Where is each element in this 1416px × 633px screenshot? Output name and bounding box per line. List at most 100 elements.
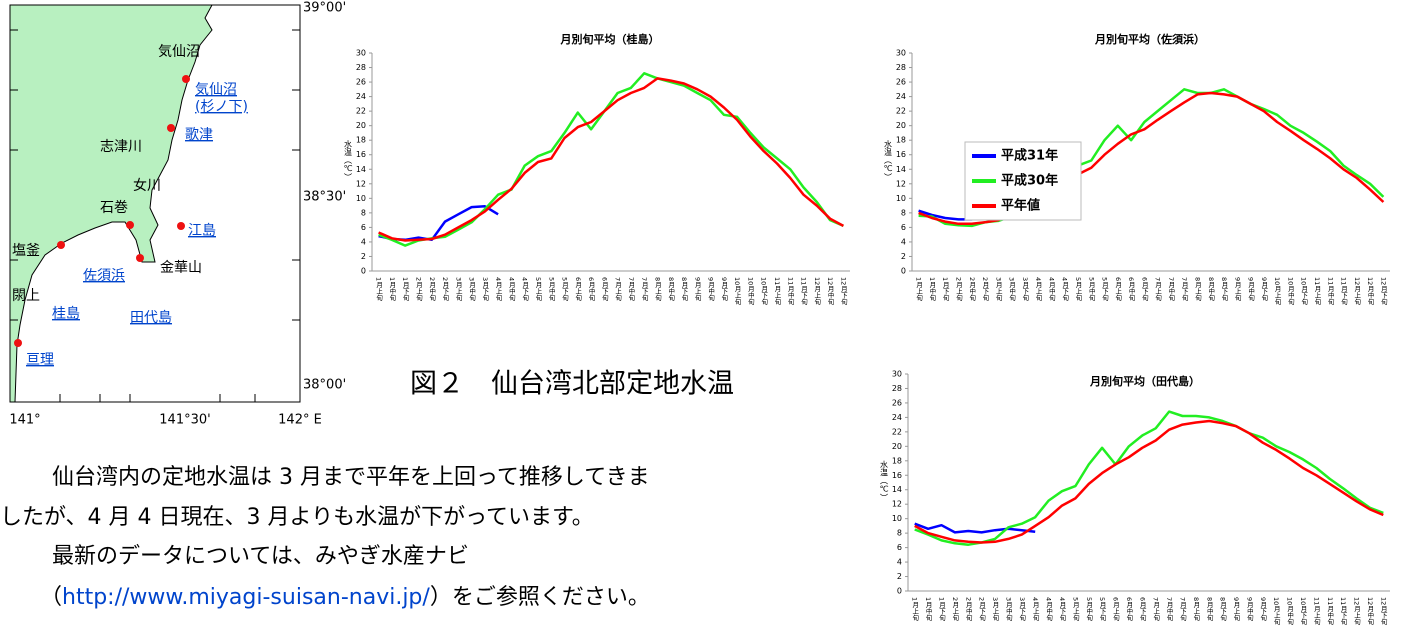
map-label: 閖上	[12, 288, 40, 304]
y-tick-label: 12	[896, 179, 906, 188]
y-tick-label: 10	[892, 514, 902, 523]
y-tick-label: 8	[897, 529, 902, 538]
legend-label: 平成30年	[1001, 173, 1058, 189]
y-tick-label: 28	[356, 63, 366, 72]
map	[9, 4, 301, 403]
x-tick-label: 2月中旬	[964, 597, 972, 622]
x-tick-label: 3月上旬	[991, 597, 999, 622]
y-tick-label: 12	[356, 179, 366, 188]
x-tick-label: 2月上旬	[954, 277, 962, 302]
chart: 月別旬平均（佐須浜）水温（℃）0246810121416182022242628…	[883, 32, 1390, 306]
x-tick-label: 5月下旬	[1101, 277, 1109, 302]
y-tick-label: 22	[896, 107, 906, 116]
x-tick-label: 9月上旬	[693, 277, 701, 302]
y-tick-label: 6	[901, 223, 906, 232]
x-tick-label: 1月上旬	[911, 597, 919, 622]
x-tick-label: 2月中旬	[968, 277, 976, 302]
chart: 月別旬平均（桂島）水温（℃）02468101214161820222426283…	[343, 32, 850, 306]
lat-label: 39°00'	[303, 1, 346, 16]
x-tick-label: 1月上旬	[375, 277, 383, 302]
x-tick-label: 11月下旬	[800, 277, 808, 306]
x-tick-label: 7月上旬	[1154, 277, 1162, 302]
x-tick-label: 5月上旬	[1071, 597, 1079, 622]
y-tick-label: 14	[896, 165, 906, 174]
x-tick-label: 7月下旬	[1178, 597, 1186, 622]
x-tick-label: 3月上旬	[994, 277, 1002, 302]
map-link[interactable]: (杉ノ下)	[195, 99, 248, 115]
x-tick-label: 12月下旬	[839, 277, 847, 306]
x-tick-label: 3月下旬	[1018, 597, 1026, 622]
x-tick-label: 12月中旬	[1366, 597, 1374, 626]
x-tick-label: 10月下旬	[1299, 597, 1307, 626]
y-tick-label: 24	[896, 92, 906, 101]
x-tick-label: 5月中旬	[1085, 597, 1093, 622]
x-tick-label: 2月下旬	[978, 597, 986, 622]
chart-title: 月別旬平均（桂島）	[560, 32, 660, 46]
x-tick-label: 2月中旬	[428, 277, 436, 302]
x-tick-label: 4月中旬	[507, 277, 515, 302]
series-line	[914, 522, 1036, 534]
lon-label: 141°	[9, 413, 40, 428]
y-tick-label: 18	[356, 136, 366, 145]
x-tick-label: 7月下旬	[640, 277, 648, 302]
map-link[interactable]: 田代島	[130, 310, 172, 326]
x-tick-label: 3月下旬	[481, 277, 489, 302]
x-tick-label: 7月下旬	[1180, 277, 1188, 302]
x-tick-label: 11月上旬	[1312, 597, 1320, 626]
x-tick-label: 4月中旬	[1047, 277, 1055, 302]
y-tick-label: 10	[356, 194, 366, 203]
text-span: ）をご参照ください。	[430, 585, 650, 610]
y-tick-label: 4	[361, 237, 366, 246]
lat-label: 38°30'	[303, 190, 346, 205]
y-axis-label: 水温（℃）	[883, 139, 893, 181]
y-tick-label: 18	[892, 456, 902, 465]
x-tick-label: 12月中旬	[1366, 277, 1374, 306]
text-span: （	[40, 585, 62, 610]
x-tick-label: 1月下旬	[941, 277, 949, 302]
paragraph-line: 仙台湾内の定地水温は 3 月まで平年を上回って推移してきま	[52, 465, 650, 490]
y-tick-label: 8	[901, 208, 906, 217]
x-tick-label: 5月下旬	[561, 277, 569, 302]
x-tick-label: 1月中旬	[388, 277, 396, 302]
map-link[interactable]: 江島	[188, 223, 216, 239]
station-dot	[182, 75, 190, 83]
x-tick-label: 8月中旬	[667, 277, 675, 302]
x-tick-label: 11月中旬	[1326, 597, 1334, 626]
x-tick-label: 3月中旬	[1008, 277, 1016, 302]
lat-label: 38°00'	[303, 378, 346, 393]
x-tick-label: 10月中旬	[746, 277, 754, 306]
x-tick-label: 9月上旬	[1233, 277, 1241, 302]
url-link[interactable]: http://www.miyagi-suisan-navi.jp/	[62, 585, 430, 610]
x-tick-label: 1月下旬	[937, 597, 945, 622]
x-tick-label: 6月上旬	[1112, 597, 1120, 622]
x-tick-label: 11月上旬	[773, 277, 781, 306]
y-tick-label: 14	[356, 165, 366, 174]
station-dot	[126, 221, 134, 229]
x-tick-label: 9月中旬	[707, 277, 715, 302]
x-tick-label: 4月上旬	[494, 277, 502, 302]
station-dot	[177, 222, 185, 230]
x-tick-label: 5月上旬	[1074, 277, 1082, 302]
map-label: 志津川	[100, 139, 142, 155]
x-tick-label: 2月上旬	[951, 597, 959, 622]
map-link[interactable]: 亘理	[26, 352, 54, 368]
x-tick-label: 1月中旬	[928, 277, 936, 302]
x-tick-label: 10月下旬	[1300, 277, 1308, 306]
map-link[interactable]: 歌津	[185, 127, 213, 143]
x-tick-label: 4月下旬	[1061, 277, 1069, 302]
x-tick-label: 7月中旬	[1165, 597, 1173, 622]
map-link[interactable]: 桂島	[52, 306, 80, 322]
x-tick-label: 8月下旬	[1220, 277, 1228, 302]
y-tick-label: 2	[897, 572, 902, 581]
map-label: 石巻	[100, 200, 128, 216]
lon-label: 142° E	[278, 413, 322, 428]
legend-label: 平年値	[1001, 198, 1040, 214]
x-tick-label: 9月下旬	[720, 277, 728, 302]
x-tick-label: 3月下旬	[1021, 277, 1029, 302]
y-tick-label: 20	[892, 442, 902, 451]
y-axis-label: 水温（℃）	[879, 460, 889, 502]
map-link[interactable]: 気仙沼	[195, 82, 237, 98]
map-link[interactable]: 佐須浜	[83, 268, 125, 284]
